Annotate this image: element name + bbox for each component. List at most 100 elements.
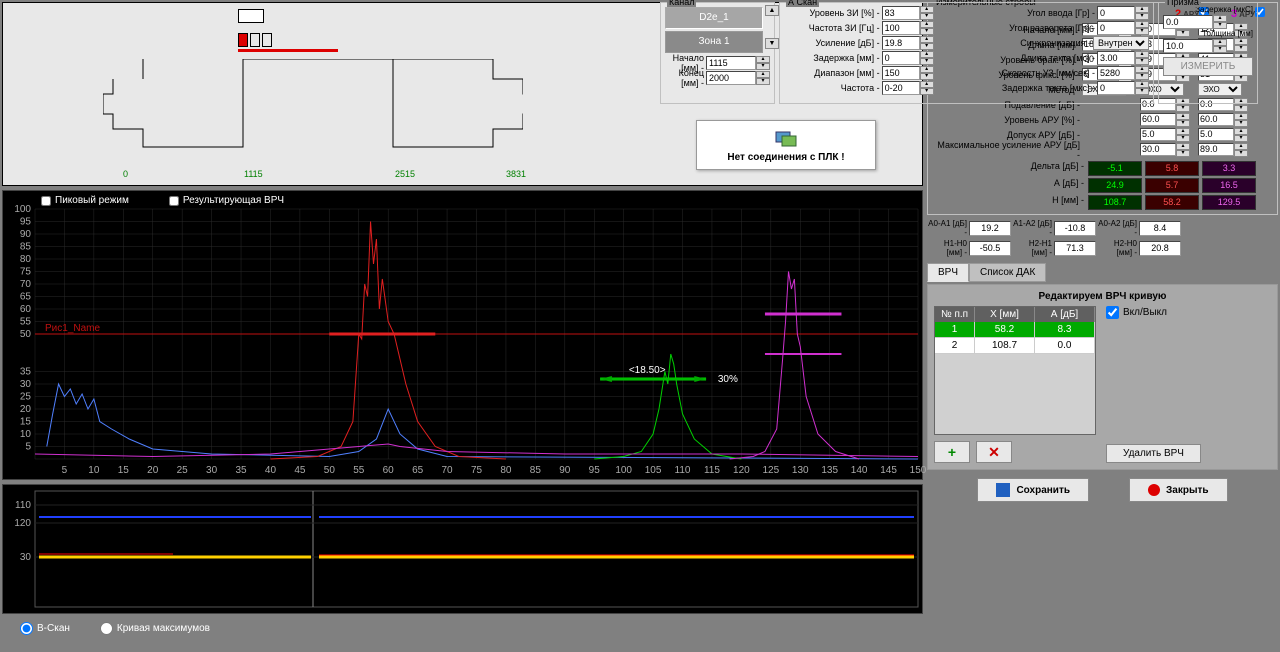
end-input[interactable] <box>706 71 756 85</box>
svg-text:85: 85 <box>20 242 32 253</box>
vrc-delete-button[interactable]: Удалить ВРЧ <box>1106 444 1201 463</box>
svg-text:20: 20 <box>20 404 32 415</box>
svg-text:40: 40 <box>265 465 277 476</box>
vrc-title: Редактируем ВРЧ кривую <box>934 291 1271 302</box>
param-input[interactable] <box>882 66 920 80</box>
svg-text:70: 70 <box>20 279 32 290</box>
param-input[interactable] <box>882 81 920 95</box>
tab-bar: ВРЧ Список ДАК <box>927 263 1278 282</box>
svg-text:5: 5 <box>62 465 68 476</box>
svg-text:50: 50 <box>20 329 32 340</box>
svg-text:135: 135 <box>821 465 838 476</box>
svg-text:85: 85 <box>530 465 542 476</box>
param-input[interactable] <box>1097 81 1135 95</box>
prism-fieldset: Призма Задержка [мкС] ▴▾ Толщина [мм] ▴▾… <box>1158 2 1258 104</box>
svg-text:5: 5 <box>25 442 31 453</box>
svg-text:80: 80 <box>500 465 512 476</box>
kanal-fieldset: Канал D2e_1 Зона 1 ▲▼ Начало [мм] -▴▾ Ко… <box>660 2 775 104</box>
param-input[interactable] <box>1097 21 1135 35</box>
svg-text:120: 120 <box>733 465 750 476</box>
svg-text:90: 90 <box>559 465 571 476</box>
svg-text:95: 95 <box>589 465 601 476</box>
prism-thick-input[interactable] <box>1163 39 1213 53</box>
bscan-plot: 110 120 30 <box>3 485 926 613</box>
kanal-title: Канал <box>667 0 696 7</box>
bscan-panel: 110 120 30 <box>2 484 923 614</box>
svg-text:35: 35 <box>235 465 247 476</box>
prism-title: Призма <box>1165 0 1201 7</box>
ascan-chart: Пиковый режим Результирующая ВРЧ 5101520… <box>2 190 923 480</box>
footer-buttons: Сохранить Закрыть <box>927 478 1278 502</box>
probe-box <box>238 9 264 23</box>
schematic-axis: 0111525153831 <box>3 169 922 181</box>
ascan-plot: 5101520253035404550556065707580859095100… <box>3 191 926 479</box>
svg-text:125: 125 <box>762 465 779 476</box>
svg-text:130: 130 <box>792 465 809 476</box>
svg-text:15: 15 <box>118 465 130 476</box>
prism-delay-input[interactable] <box>1163 15 1213 29</box>
svg-text:140: 140 <box>851 465 868 476</box>
bottom-radio-row: В-Скан Кривая максимумов <box>0 616 925 641</box>
svg-text:110: 110 <box>15 500 31 511</box>
svg-text:100: 100 <box>14 204 31 215</box>
delta-readouts: А0-А1 [дБ] -19.2А1-А2 [дБ] --10.8А0-А2 [… <box>927 217 1278 257</box>
sync-select[interactable]: Внутренняя <box>1093 36 1149 50</box>
svg-text:50: 50 <box>324 465 336 476</box>
radio-bscan[interactable]: В-Скан <box>20 622 70 635</box>
zone-button[interactable]: Зона 1 <box>665 31 763 53</box>
svg-text:65: 65 <box>412 465 424 476</box>
close-button[interactable]: Закрыть <box>1129 478 1228 502</box>
scan-line <box>238 49 338 52</box>
svg-text:80: 80 <box>20 254 32 265</box>
vrc-onoff-checkbox[interactable]: Вкл/Выкл <box>1106 306 1167 319</box>
vrc-table[interactable]: № п.пX [мм]А [дБ] 158.28.32108.70.0 <box>934 306 1096 435</box>
svg-text:105: 105 <box>645 465 662 476</box>
svg-text:30: 30 <box>20 552 32 563</box>
svg-text:150: 150 <box>910 465 926 476</box>
radio-kmax[interactable]: Кривая максимумов <box>100 622 210 635</box>
svg-text:75: 75 <box>471 465 483 476</box>
start-input[interactable] <box>706 56 756 70</box>
svg-text:100: 100 <box>615 465 632 476</box>
svg-text:70: 70 <box>442 465 454 476</box>
svg-text:25: 25 <box>177 465 189 476</box>
svg-text:35: 35 <box>20 367 32 378</box>
part-outline <box>103 59 523 167</box>
param-input[interactable] <box>1097 66 1135 80</box>
svg-text:10: 10 <box>88 465 100 476</box>
param-input[interactable] <box>882 51 920 65</box>
svg-text:120: 120 <box>14 518 31 529</box>
svg-text:145: 145 <box>880 465 897 476</box>
svg-text:20: 20 <box>147 465 159 476</box>
channel-d2e-button[interactable]: D2e_1 <box>665 7 763 29</box>
param-input[interactable] <box>1097 51 1135 65</box>
ascan-params-fieldset: А Скан Уровень ЗИ [%] -▴▾Частота ЗИ [Гц]… <box>779 2 1154 104</box>
tab-dak[interactable]: Список ДАК <box>969 263 1046 282</box>
kanal-spinner[interactable]: ▲▼ <box>765 5 779 55</box>
vrc-add-button[interactable]: + <box>934 441 970 463</box>
svg-text:Рис1_Name: Рис1_Name <box>45 323 100 334</box>
tab-vrc[interactable]: ВРЧ <box>927 263 969 282</box>
svg-text:55: 55 <box>20 317 32 328</box>
vrc-remove-button[interactable]: ✕ <box>976 441 1012 463</box>
svg-text:25: 25 <box>20 392 32 403</box>
param-input[interactable] <box>1097 6 1135 20</box>
svg-text:30: 30 <box>20 379 32 390</box>
param-input[interactable] <box>882 36 920 50</box>
svg-text:30%: 30% <box>718 374 738 385</box>
element-bars <box>238 33 272 47</box>
svg-text:<18.50>: <18.50> <box>629 365 666 376</box>
svg-text:90: 90 <box>20 229 32 240</box>
svg-text:60: 60 <box>383 465 395 476</box>
svg-text:45: 45 <box>294 465 306 476</box>
svg-text:115: 115 <box>704 465 720 476</box>
save-icon <box>996 483 1010 497</box>
plc-icon <box>774 128 798 148</box>
svg-text:110: 110 <box>675 465 691 476</box>
param-input[interactable] <box>882 6 920 20</box>
measure-button[interactable]: ИЗМЕРИТЬ <box>1163 57 1253 76</box>
param-input[interactable] <box>882 21 920 35</box>
svg-text:10: 10 <box>20 429 32 440</box>
save-button[interactable]: Сохранить <box>977 478 1089 502</box>
svg-text:15: 15 <box>20 417 32 428</box>
